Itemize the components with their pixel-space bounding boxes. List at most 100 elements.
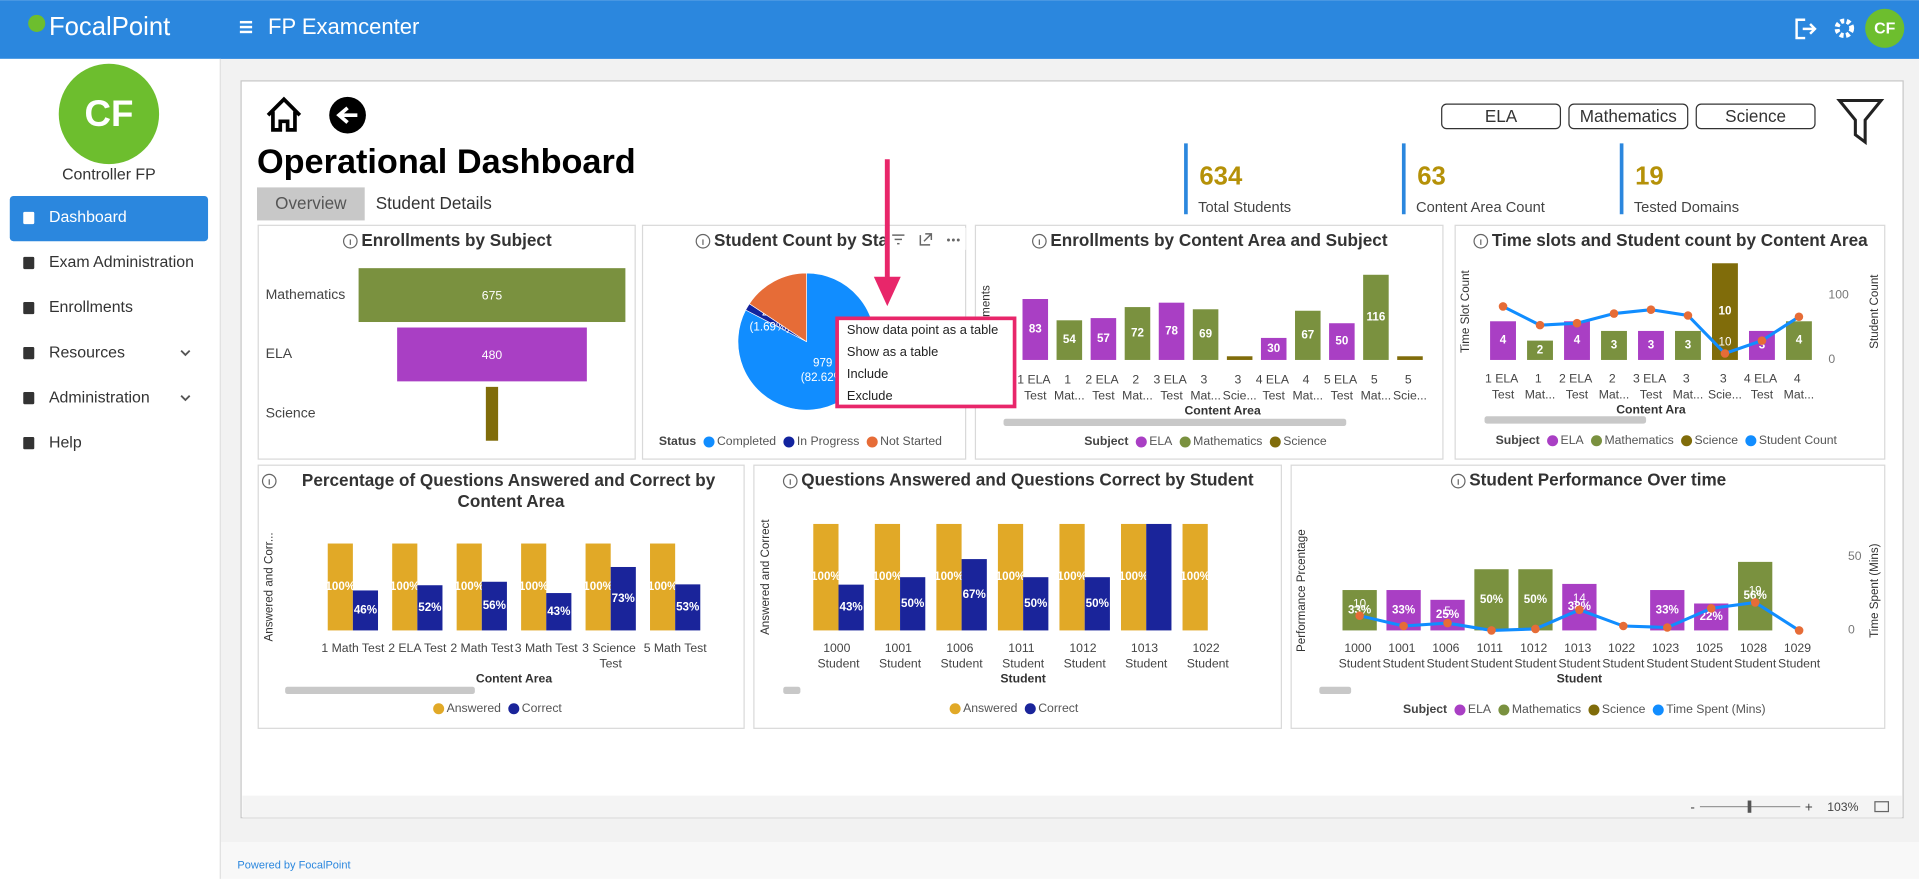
data-label: 480 [482, 348, 503, 362]
nav-icon [23, 437, 35, 450]
x-tick-label: 1006 Student [1426, 641, 1469, 671]
logo-text: FocalPoint [49, 13, 170, 41]
tab[interactable]: Student Details [376, 193, 492, 213]
data-label: 3 [1648, 339, 1655, 352]
user-avatar[interactable]: CF [1865, 8, 1905, 48]
info-icon[interactable] [1450, 473, 1466, 489]
x-tick-label: 1001 Student [879, 641, 922, 671]
info-icon[interactable] [261, 473, 277, 489]
context-menu-item[interactable]: Show data point as a table [847, 322, 998, 337]
menu-toggle[interactable] [239, 20, 253, 34]
funnel-bar [485, 386, 499, 441]
nav-item[interactable]: Enrollments [23, 299, 133, 316]
line-marker [1443, 618, 1452, 628]
line-marker [1662, 623, 1672, 632]
gear-icon [1834, 18, 1855, 39]
line-marker [1572, 318, 1582, 328]
tab-label: Student Details [376, 193, 492, 213]
x-axis-title: Content Ara [1616, 402, 1686, 416]
data-label: 675 [482, 289, 503, 303]
logout-button[interactable] [1795, 18, 1817, 40]
data-label: 100% [1057, 570, 1087, 583]
context-menu-item[interactable]: Exclude [847, 388, 893, 403]
focus-mode-button[interactable] [919, 233, 933, 246]
zoom-thumb[interactable] [1747, 800, 1752, 813]
legend-label: Mathematics [1604, 433, 1673, 447]
x-tick-label: 1012 Student [1514, 641, 1557, 671]
context-menu-item[interactable]: Include [847, 366, 888, 381]
data-label: 33% [1348, 603, 1372, 616]
bar [1192, 309, 1219, 360]
info-icon[interactable] [342, 233, 358, 249]
scrollbar[interactable] [1484, 416, 1647, 424]
nav-icon [23, 392, 35, 405]
legend: Answered Correct [949, 701, 1079, 715]
home-button[interactable] [266, 96, 302, 132]
x-tick-label: 1006 Student [941, 641, 984, 671]
bar [1295, 310, 1321, 360]
nav-item[interactable]: Help [23, 434, 82, 451]
line-marker [1683, 311, 1693, 320]
x-axis-title: Content Area [476, 672, 552, 686]
settings-button[interactable] [1834, 18, 1855, 39]
info-icon[interactable] [1473, 233, 1489, 249]
x-tick-label: 4 ELA Test [1256, 373, 1292, 403]
tab[interactable]: Overview [257, 187, 365, 221]
scrollbar[interactable] [783, 686, 801, 695]
y2-axis-title: Student Count [1868, 274, 1881, 349]
info-icon[interactable] [782, 473, 798, 489]
context-menu-item[interactable]: Show as a table [847, 344, 938, 359]
data-label: 50% [1480, 593, 1504, 606]
filter-button[interactable]: ELA [1441, 103, 1562, 130]
logo[interactable]: FocalPoint [28, 13, 170, 41]
kpi-label: Tested Domains [1634, 200, 1739, 216]
data-label: 100% [996, 570, 1026, 583]
data-label: 4 [1796, 334, 1803, 347]
context-menu [835, 316, 1017, 409]
fit-page-button[interactable] [1874, 801, 1890, 813]
kpi-label: Content Area Count [1416, 200, 1545, 216]
scrollbar[interactable] [1003, 418, 1347, 427]
data-label: 100% [648, 580, 678, 593]
data-label: 100% [873, 570, 903, 583]
nav-item[interactable]: Exam Administration [23, 254, 194, 271]
legend-marker [1454, 704, 1466, 716]
info-icon[interactable] [1032, 233, 1047, 249]
kpi-label: Total Students [1198, 200, 1291, 216]
bar [1675, 330, 1701, 360]
zoom-out[interactable]: - [1690, 799, 1694, 814]
more-options-button[interactable] [947, 238, 960, 242]
data-label: 10 [1718, 336, 1731, 349]
x-tick-label: 1023 Student [1646, 641, 1689, 671]
zoom-in[interactable]: + [1805, 799, 1813, 814]
data-label: 50% [1024, 597, 1048, 610]
nav-item[interactable]: Resources [23, 344, 191, 361]
nav-item[interactable]: Dashboard [9, 195, 209, 242]
legend-marker [1024, 703, 1036, 715]
x-tick-label: 1029 Student [1778, 641, 1821, 671]
back-button[interactable] [329, 96, 366, 134]
filter-button[interactable]: Science [1695, 103, 1816, 130]
nav-icon [23, 301, 35, 315]
x-tick-label: 3 ELA Test [1154, 373, 1190, 403]
nav-item[interactable]: Administration [23, 389, 191, 406]
line-marker [1535, 320, 1545, 330]
x-tick-label: 1 Mat... [1054, 373, 1085, 403]
filter-visual-button[interactable] [892, 234, 905, 245]
nav-icon [23, 256, 35, 270]
chart-panel: Questions Answered and Questions Correct… [753, 464, 1282, 729]
chart-bg [1454, 224, 1886, 460]
filter-pane-button[interactable] [1836, 98, 1885, 146]
info-icon[interactable] [695, 233, 711, 249]
bar [1182, 523, 1208, 631]
bar [352, 590, 379, 631]
x-tick-label: 1022 Student [1187, 641, 1230, 671]
scrollbar[interactable] [285, 686, 475, 695]
tabs: Overview Student Details [257, 187, 492, 221]
line-marker [1757, 336, 1767, 345]
scrollbar[interactable] [1319, 686, 1352, 695]
line-marker [1794, 626, 1804, 635]
filter-button[interactable]: Mathematics [1568, 103, 1689, 130]
y-axis-title: Performance Prcentage [1295, 529, 1308, 652]
chart-title: Percentage of Questions Answered and Cor… [302, 470, 720, 511]
